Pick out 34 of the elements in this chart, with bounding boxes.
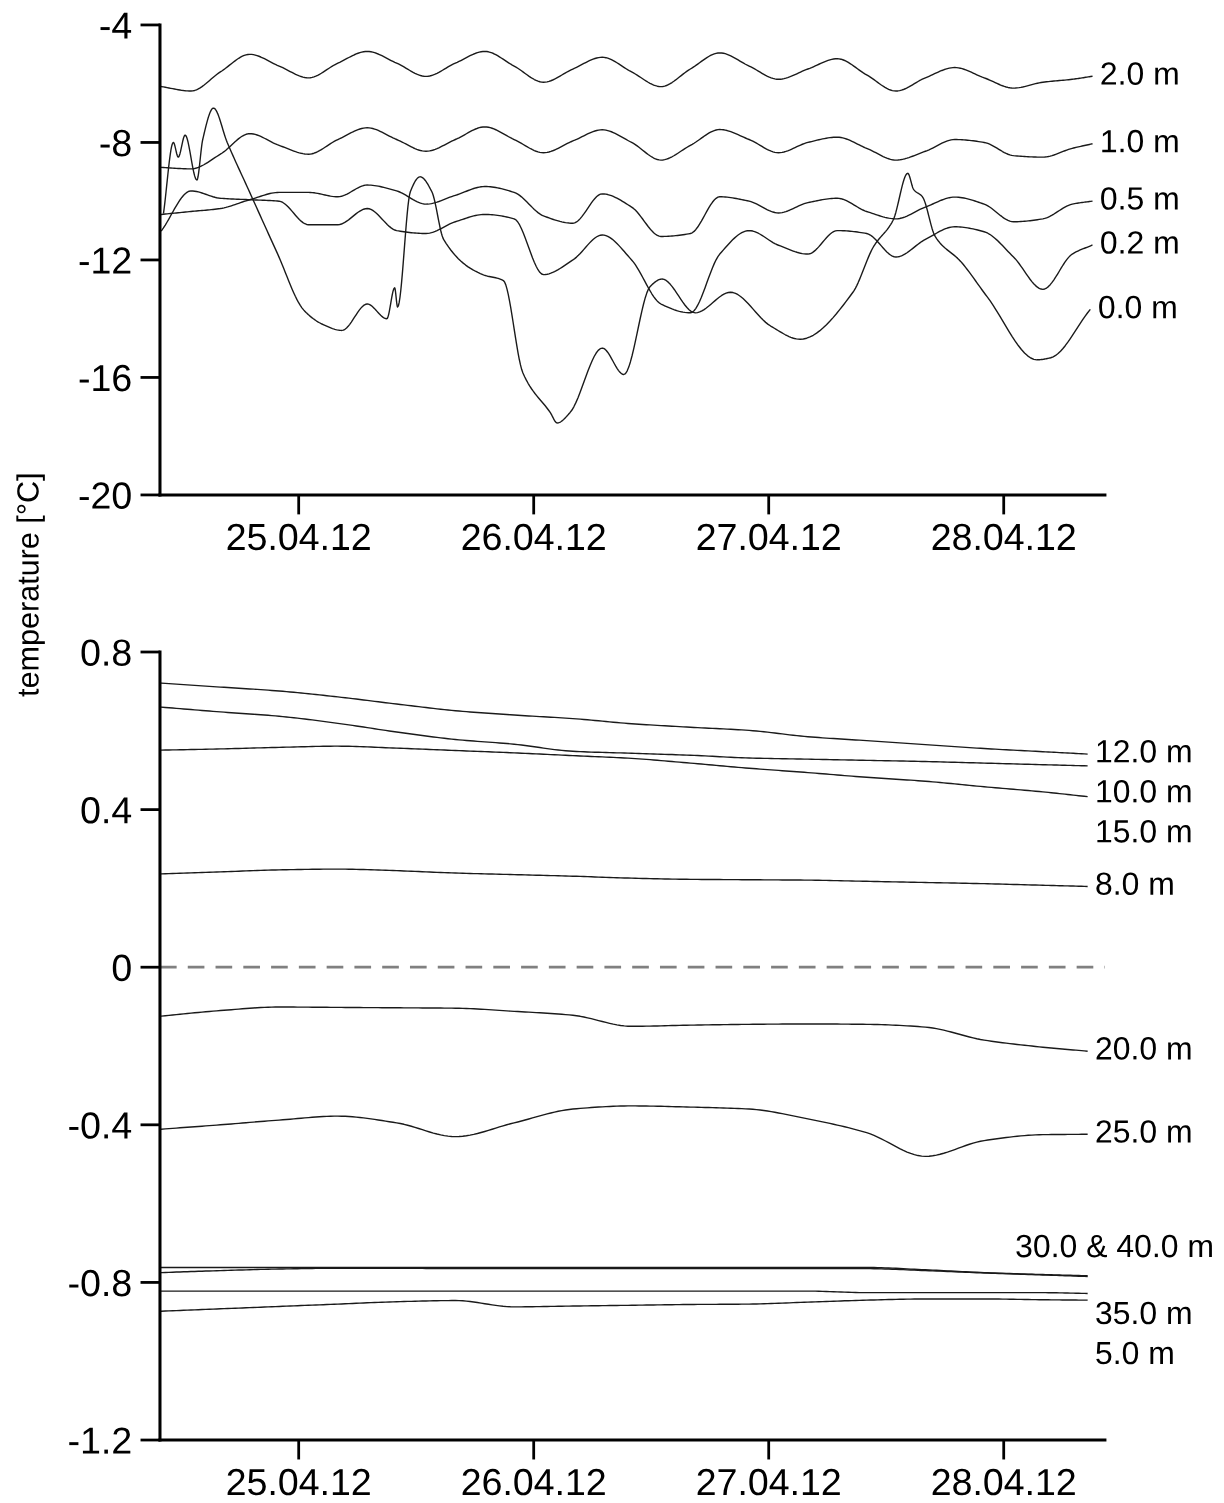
y-tick-label: -0.8 — [69, 1269, 131, 1297]
series-label: 15.0 m — [1097, 820, 1191, 843]
y-tick-label: -8 — [100, 129, 131, 157]
series-label: 25.0 m — [1096, 1120, 1191, 1143]
x-tick-label: 26.04.12 — [462, 523, 605, 551]
x-tick-label: 26.04.12 — [462, 1468, 605, 1496]
series-label: 0.2 m — [1101, 231, 1178, 254]
series-label: 0.0 m — [1099, 295, 1176, 319]
series-label: 30.0 & 40.0 m — [1016, 1234, 1212, 1258]
series-label: 20.0 m — [1096, 1037, 1191, 1060]
series-label: 35.0 m — [1096, 1301, 1191, 1325]
y-axis-title: temperature [°C] — [16, 474, 45, 697]
x-tick-label: 25.04.12 — [227, 1468, 370, 1496]
x-tick-label: 28.04.12 — [932, 523, 1075, 551]
y-tick-label: -4 — [100, 12, 132, 39]
y-tick-label: -12 — [79, 247, 131, 274]
y-tick-label: 0.4 — [81, 797, 132, 824]
series-label: 1.0 m — [1102, 129, 1178, 153]
x-tick-label: 27.04.12 — [697, 1468, 840, 1496]
x-tick-label: 28.04.12 — [932, 1468, 1075, 1496]
series-label: 2.0 m — [1101, 62, 1178, 85]
x-tick-label: 25.04.12 — [227, 523, 370, 551]
y-tick-label: -1.2 — [69, 1427, 131, 1454]
series-label: 12.0 m — [1097, 740, 1191, 763]
y-tick-label: -20 — [79, 482, 131, 509]
series-label: 5.0 m — [1096, 1341, 1173, 1365]
x-tick-label: 27.04.12 — [697, 523, 840, 551]
series-label: 0.5 m — [1101, 187, 1178, 210]
series-label: 8.0 m — [1096, 872, 1173, 896]
series-label: 10.0 m — [1097, 780, 1191, 803]
y-tick-label: 0.8 — [81, 639, 131, 666]
y-tick-label: -16 — [79, 364, 131, 392]
y-tick-label: -0.4 — [69, 1112, 132, 1139]
y-tick-label: 0 — [112, 954, 131, 982]
